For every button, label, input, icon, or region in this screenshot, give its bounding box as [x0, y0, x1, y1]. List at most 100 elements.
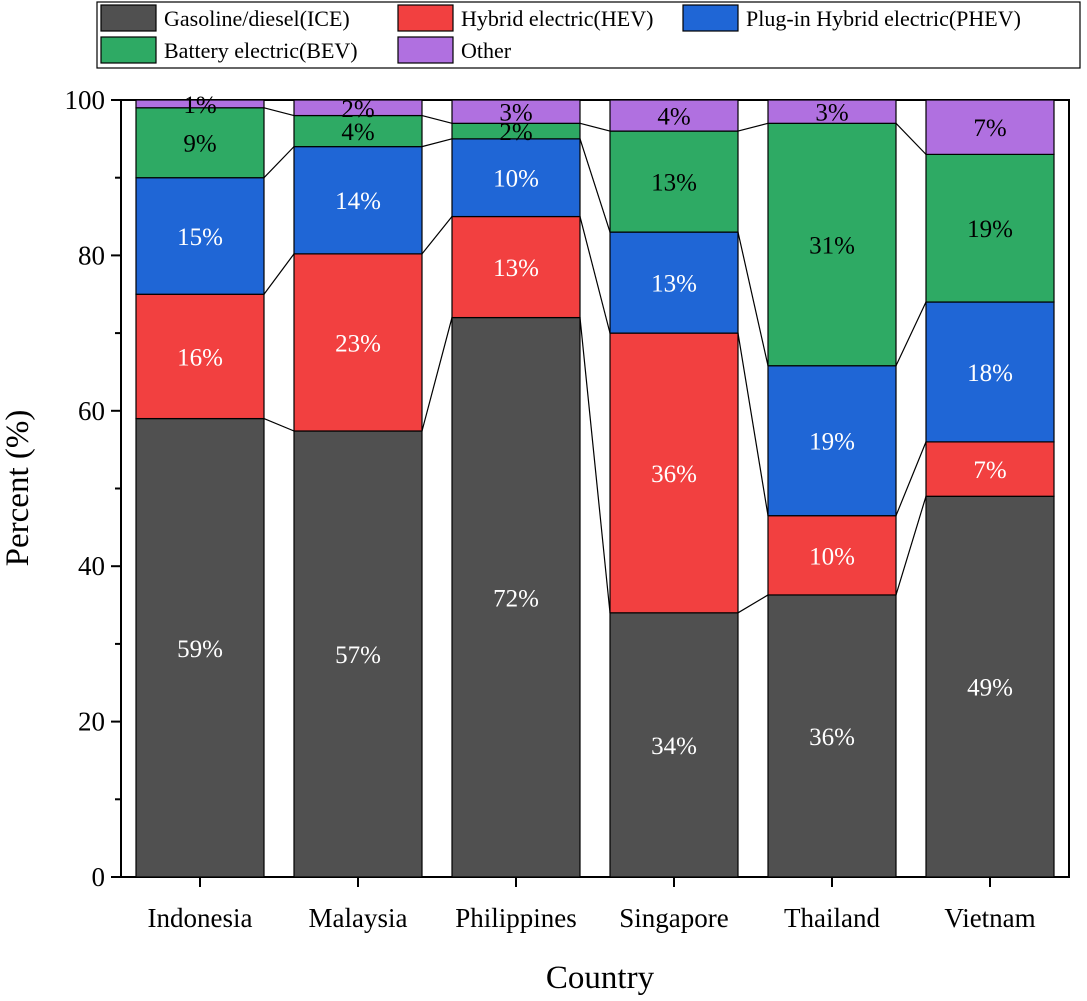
data-label: 72%: [493, 585, 539, 612]
bar-segment: [925, 441, 1055, 497]
bar-segment: [451, 99, 581, 124]
data-label: 2%: [499, 119, 532, 146]
connector-line: [579, 122, 611, 132]
data-label: 3%: [499, 100, 532, 127]
bar-segment: [135, 177, 265, 295]
bar-segment: [451, 316, 581, 878]
data-label: 59%: [177, 636, 223, 663]
y-tick-label: 80: [78, 240, 105, 270]
x-axis-title: Country: [546, 960, 655, 996]
data-label: 18%: [967, 360, 1013, 387]
connector-line: [579, 216, 611, 334]
bars: [135, 99, 1055, 878]
connector-line: [421, 216, 453, 255]
connector-line: [263, 253, 295, 295]
data-label: 36%: [809, 724, 855, 751]
connector-line: [579, 317, 611, 613]
data-label: 1%: [183, 92, 216, 119]
bar-segment: [135, 293, 265, 420]
data-label: 16%: [177, 344, 223, 371]
bar-segment: [451, 215, 581, 319]
x-tick-label: Singapore: [619, 903, 728, 933]
bar-segment: [135, 417, 265, 878]
data-label: 19%: [809, 429, 855, 456]
data-label: 57%: [335, 642, 381, 669]
legend: Gasoline/diesel(ICE) Hybrid electric(HEV)…: [96, 1, 1081, 69]
legend-label: Plug-in Hybrid electric(PHEV): [746, 6, 1021, 31]
x-tick-label: Vietnam: [944, 903, 1035, 933]
x-axis: Indonesia Malaysia Philippines Singapore Tha…: [148, 877, 1036, 933]
connector-line: [895, 301, 927, 366]
legend-swatch: [397, 36, 454, 64]
data-label: 7%: [973, 457, 1006, 484]
data-label: 4%: [341, 119, 374, 146]
legend-box: [96, 1, 1081, 69]
bar-segment: [609, 99, 739, 132]
connector-line: [421, 317, 453, 432]
data-label: 3%: [815, 100, 848, 127]
legend-swatch: [100, 36, 157, 64]
connector-line: [263, 418, 295, 432]
segment-labels: 59% 57% 72% 34% 36% 49% 16% 23% 13% 36% 10% 7% 15% 14…: [177, 92, 1013, 760]
bar-segment: [293, 99, 423, 117]
bar-segment: [925, 495, 1055, 878]
connector-line: [421, 138, 453, 148]
data-label: 2%: [341, 96, 374, 123]
bar-segment: [925, 99, 1055, 155]
bar-segment: [609, 231, 739, 334]
connector-line: [263, 146, 295, 179]
connector-line: [737, 231, 769, 366]
bar-segment: [135, 107, 265, 179]
data-label: 34%: [651, 733, 697, 760]
y-tick-label: 0: [92, 862, 106, 892]
y-tick-label: 20: [78, 707, 105, 737]
legend-swatch: [682, 4, 739, 32]
legend-swatch: [397, 4, 454, 32]
data-label: 31%: [809, 233, 855, 260]
x-tick-label: Indonesia: [148, 903, 253, 933]
y-tick-label: 100: [65, 85, 106, 115]
bar-segment: [767, 515, 897, 596]
legend-label: Other: [461, 38, 512, 63]
data-label: 13%: [493, 255, 539, 282]
y-axis: 0 20 40 60 80 100: [65, 85, 121, 892]
data-label: 7%: [973, 115, 1006, 142]
bar-segment: [451, 138, 581, 218]
connector-line: [579, 138, 611, 233]
data-label: 9%: [183, 131, 216, 158]
x-tick-label: Philippines: [455, 903, 577, 933]
connector-line: [737, 333, 769, 516]
data-label: 36%: [651, 461, 697, 488]
connector-line: [263, 107, 295, 117]
legend-swatch: [100, 4, 157, 32]
legend-label: Battery electric(BEV): [164, 38, 358, 63]
data-label: 19%: [967, 216, 1013, 243]
bar-segment: [925, 153, 1055, 303]
connector-line: [737, 594, 769, 614]
bar-segment: [767, 99, 897, 124]
bar-segment: [293, 430, 423, 878]
connector-lines: [263, 107, 927, 614]
bar-segment: [293, 146, 423, 255]
y-tick-label: 60: [78, 396, 105, 426]
bar-segment: [609, 612, 739, 878]
connector-line: [895, 441, 927, 516]
connector-line: [737, 122, 769, 132]
data-label: 13%: [651, 170, 697, 197]
x-tick-label: Thailand: [784, 903, 880, 933]
connector-line: [895, 122, 927, 155]
data-label: 10%: [493, 166, 539, 193]
data-label: 10%: [809, 543, 855, 570]
data-label: 23%: [335, 330, 381, 357]
legend-label: Hybrid electric(HEV): [461, 6, 653, 31]
bar-segment: [135, 99, 265, 109]
bar-segment: [609, 332, 739, 614]
y-tick-label: 40: [78, 551, 105, 581]
bar-segment: [293, 253, 423, 432]
data-label: 13%: [651, 271, 697, 298]
connector-line: [895, 496, 927, 596]
data-label: 49%: [967, 675, 1013, 702]
data-label: 4%: [657, 104, 690, 131]
y-axis-title: Percent (%): [0, 410, 36, 567]
